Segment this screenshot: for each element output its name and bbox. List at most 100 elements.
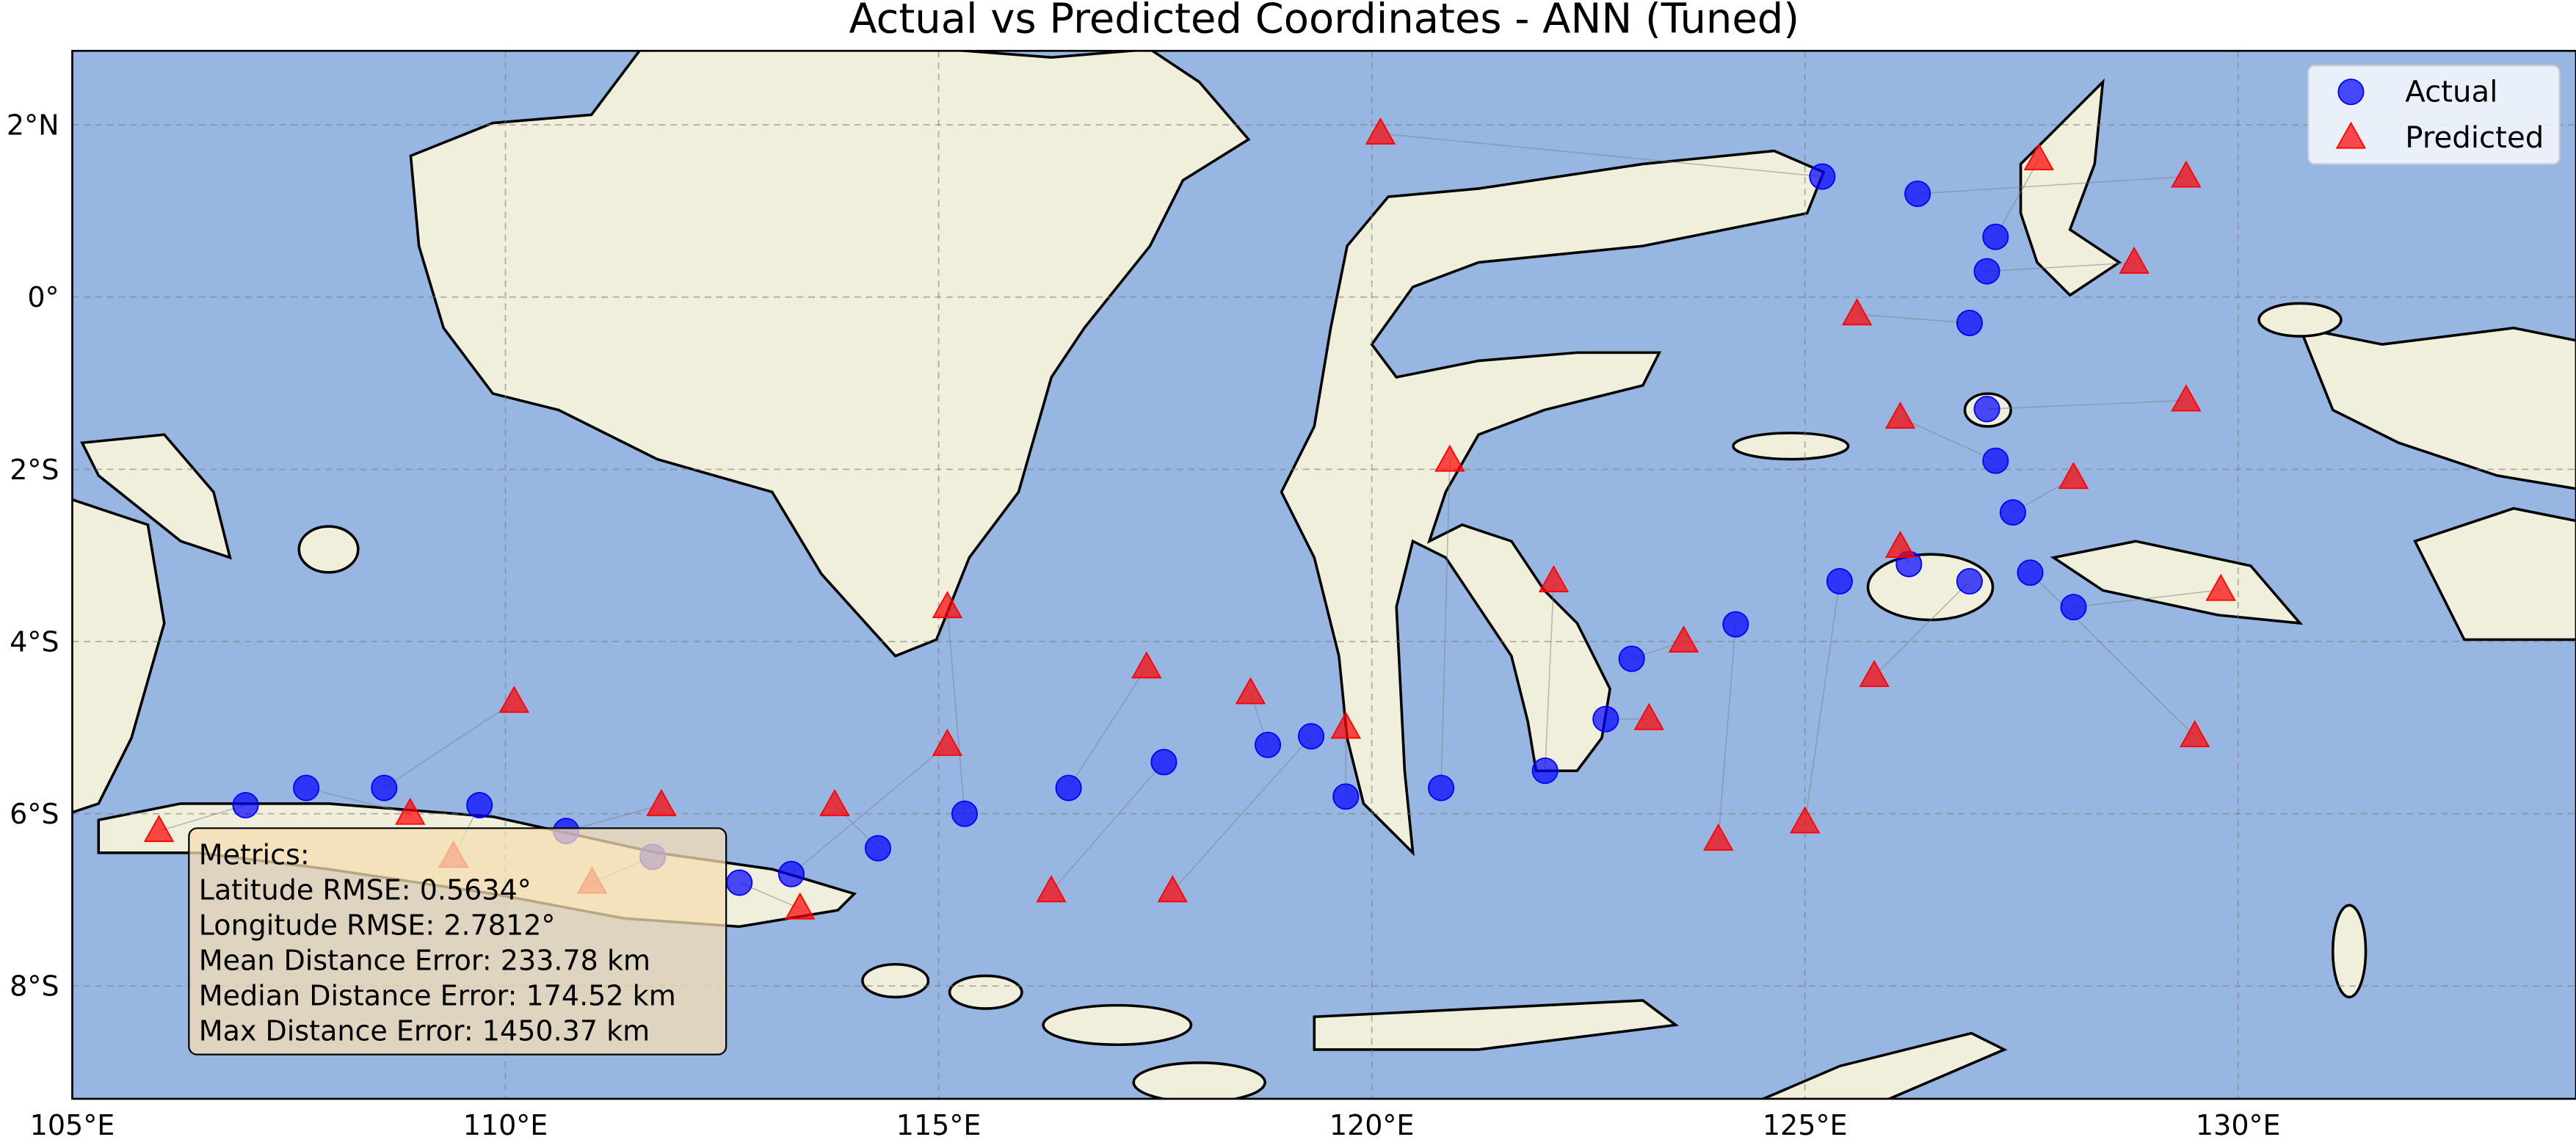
point — [1904, 181, 1931, 207]
flores — [1313, 999, 1680, 1051]
point — [1809, 163, 1836, 190]
sumbawa — [1042, 1003, 1193, 1047]
metrics-line: Longitude RMSE: 2.7812° — [199, 909, 556, 942]
legend-label: Predicted — [2405, 121, 2544, 155]
metrics-background — [188, 827, 728, 1056]
point — [1884, 531, 1916, 558]
x-tick-label: 130°E — [2196, 1109, 2281, 1141]
x-tick-label: 105°E — [30, 1109, 115, 1141]
y-tick-label: 2°S — [10, 454, 59, 486]
legend: Actual Predicted — [2307, 65, 2561, 165]
bangka — [80, 433, 232, 560]
point — [1055, 774, 1082, 802]
ticks: 105°E 110°E 115°E 120°E 125°E 130°E 2°N 0° 2°S 4°… — [7, 109, 2281, 1142]
point — [2017, 559, 2044, 586]
error-line — [1900, 417, 1996, 462]
point — [819, 788, 850, 816]
error-line — [1380, 133, 1823, 178]
error-line — [1067, 666, 1147, 788]
point — [1956, 567, 1983, 595]
borneo — [409, 51, 1251, 658]
point — [1826, 567, 1853, 595]
halmahera — [2019, 78, 2122, 297]
point — [1956, 309, 1983, 336]
error-line — [1918, 175, 2186, 195]
point — [1973, 396, 2000, 423]
point — [232, 791, 259, 818]
point — [777, 860, 805, 887]
error-line — [1804, 581, 1840, 823]
point — [2171, 160, 2202, 188]
point — [932, 728, 963, 756]
point — [785, 892, 816, 920]
point — [1538, 564, 1570, 592]
error-line — [1440, 460, 1451, 788]
point — [951, 800, 979, 827]
error-line — [1857, 313, 1970, 324]
point — [498, 686, 529, 713]
point — [932, 591, 963, 619]
y-tick-label: 4°S — [10, 625, 59, 658]
lombok — [948, 974, 1023, 1010]
point — [1633, 702, 1664, 730]
metrics-line: Median Distance Error: 174.52 km — [199, 980, 676, 1012]
metrics-line: Mean Distance Error: 233.78 km — [199, 945, 650, 977]
point — [1150, 749, 1178, 776]
y-tick-label: 8°S — [10, 970, 59, 1003]
metrics-line: Max Distance Error: 1450.37 km — [199, 1015, 650, 1047]
point — [1722, 611, 1749, 638]
error-line — [383, 701, 515, 789]
point — [1973, 258, 2000, 285]
error-line — [1717, 624, 1737, 840]
point — [2060, 594, 2087, 621]
error-line — [946, 607, 965, 814]
point — [1330, 711, 1361, 739]
error-line — [305, 787, 410, 815]
point — [1982, 447, 2009, 474]
point — [2119, 246, 2149, 274]
point — [143, 815, 175, 843]
point — [371, 774, 398, 802]
y-tick-label: 6°S — [10, 798, 59, 830]
point — [1235, 677, 1266, 705]
error-line — [2029, 572, 2196, 737]
point — [1434, 444, 1465, 472]
x-tick-label: 115°E — [896, 1109, 982, 1141]
point — [1982, 223, 2009, 250]
new-guinea-south — [2413, 506, 2576, 642]
island — [2332, 904, 2368, 999]
error-line — [565, 804, 662, 832]
point — [2205, 573, 2236, 601]
point — [1592, 705, 1619, 733]
timor — [1760, 1031, 2008, 1099]
point — [1841, 298, 1873, 326]
chart-title: Actual vs Predicted Coordinates - ANN (T… — [849, 0, 1799, 43]
bali — [861, 962, 930, 999]
point — [2058, 462, 2089, 490]
point — [1131, 651, 1162, 679]
error-line — [1995, 159, 2040, 238]
error-line — [1051, 761, 1165, 892]
error-line — [1172, 735, 1312, 892]
metrics-line: Latitude RMSE: 0.5634° — [199, 874, 531, 907]
point — [2171, 384, 2202, 412]
legend-marker — [2337, 79, 2365, 106]
error-line — [1987, 262, 2135, 272]
point — [1036, 875, 1067, 903]
point — [2180, 720, 2210, 748]
error-line — [1544, 581, 1555, 771]
point — [1428, 774, 1455, 802]
point — [1999, 499, 2026, 526]
point — [646, 788, 677, 816]
error-line — [159, 804, 246, 832]
new-guinea — [2298, 326, 2576, 490]
x-tick-label: 125°E — [1763, 1109, 1848, 1141]
land — [72, 51, 2576, 1099]
legend-box — [2307, 65, 2561, 165]
point — [293, 774, 320, 802]
y-tick-label: 0° — [27, 281, 59, 313]
point — [864, 835, 891, 862]
error-line — [791, 744, 948, 875]
